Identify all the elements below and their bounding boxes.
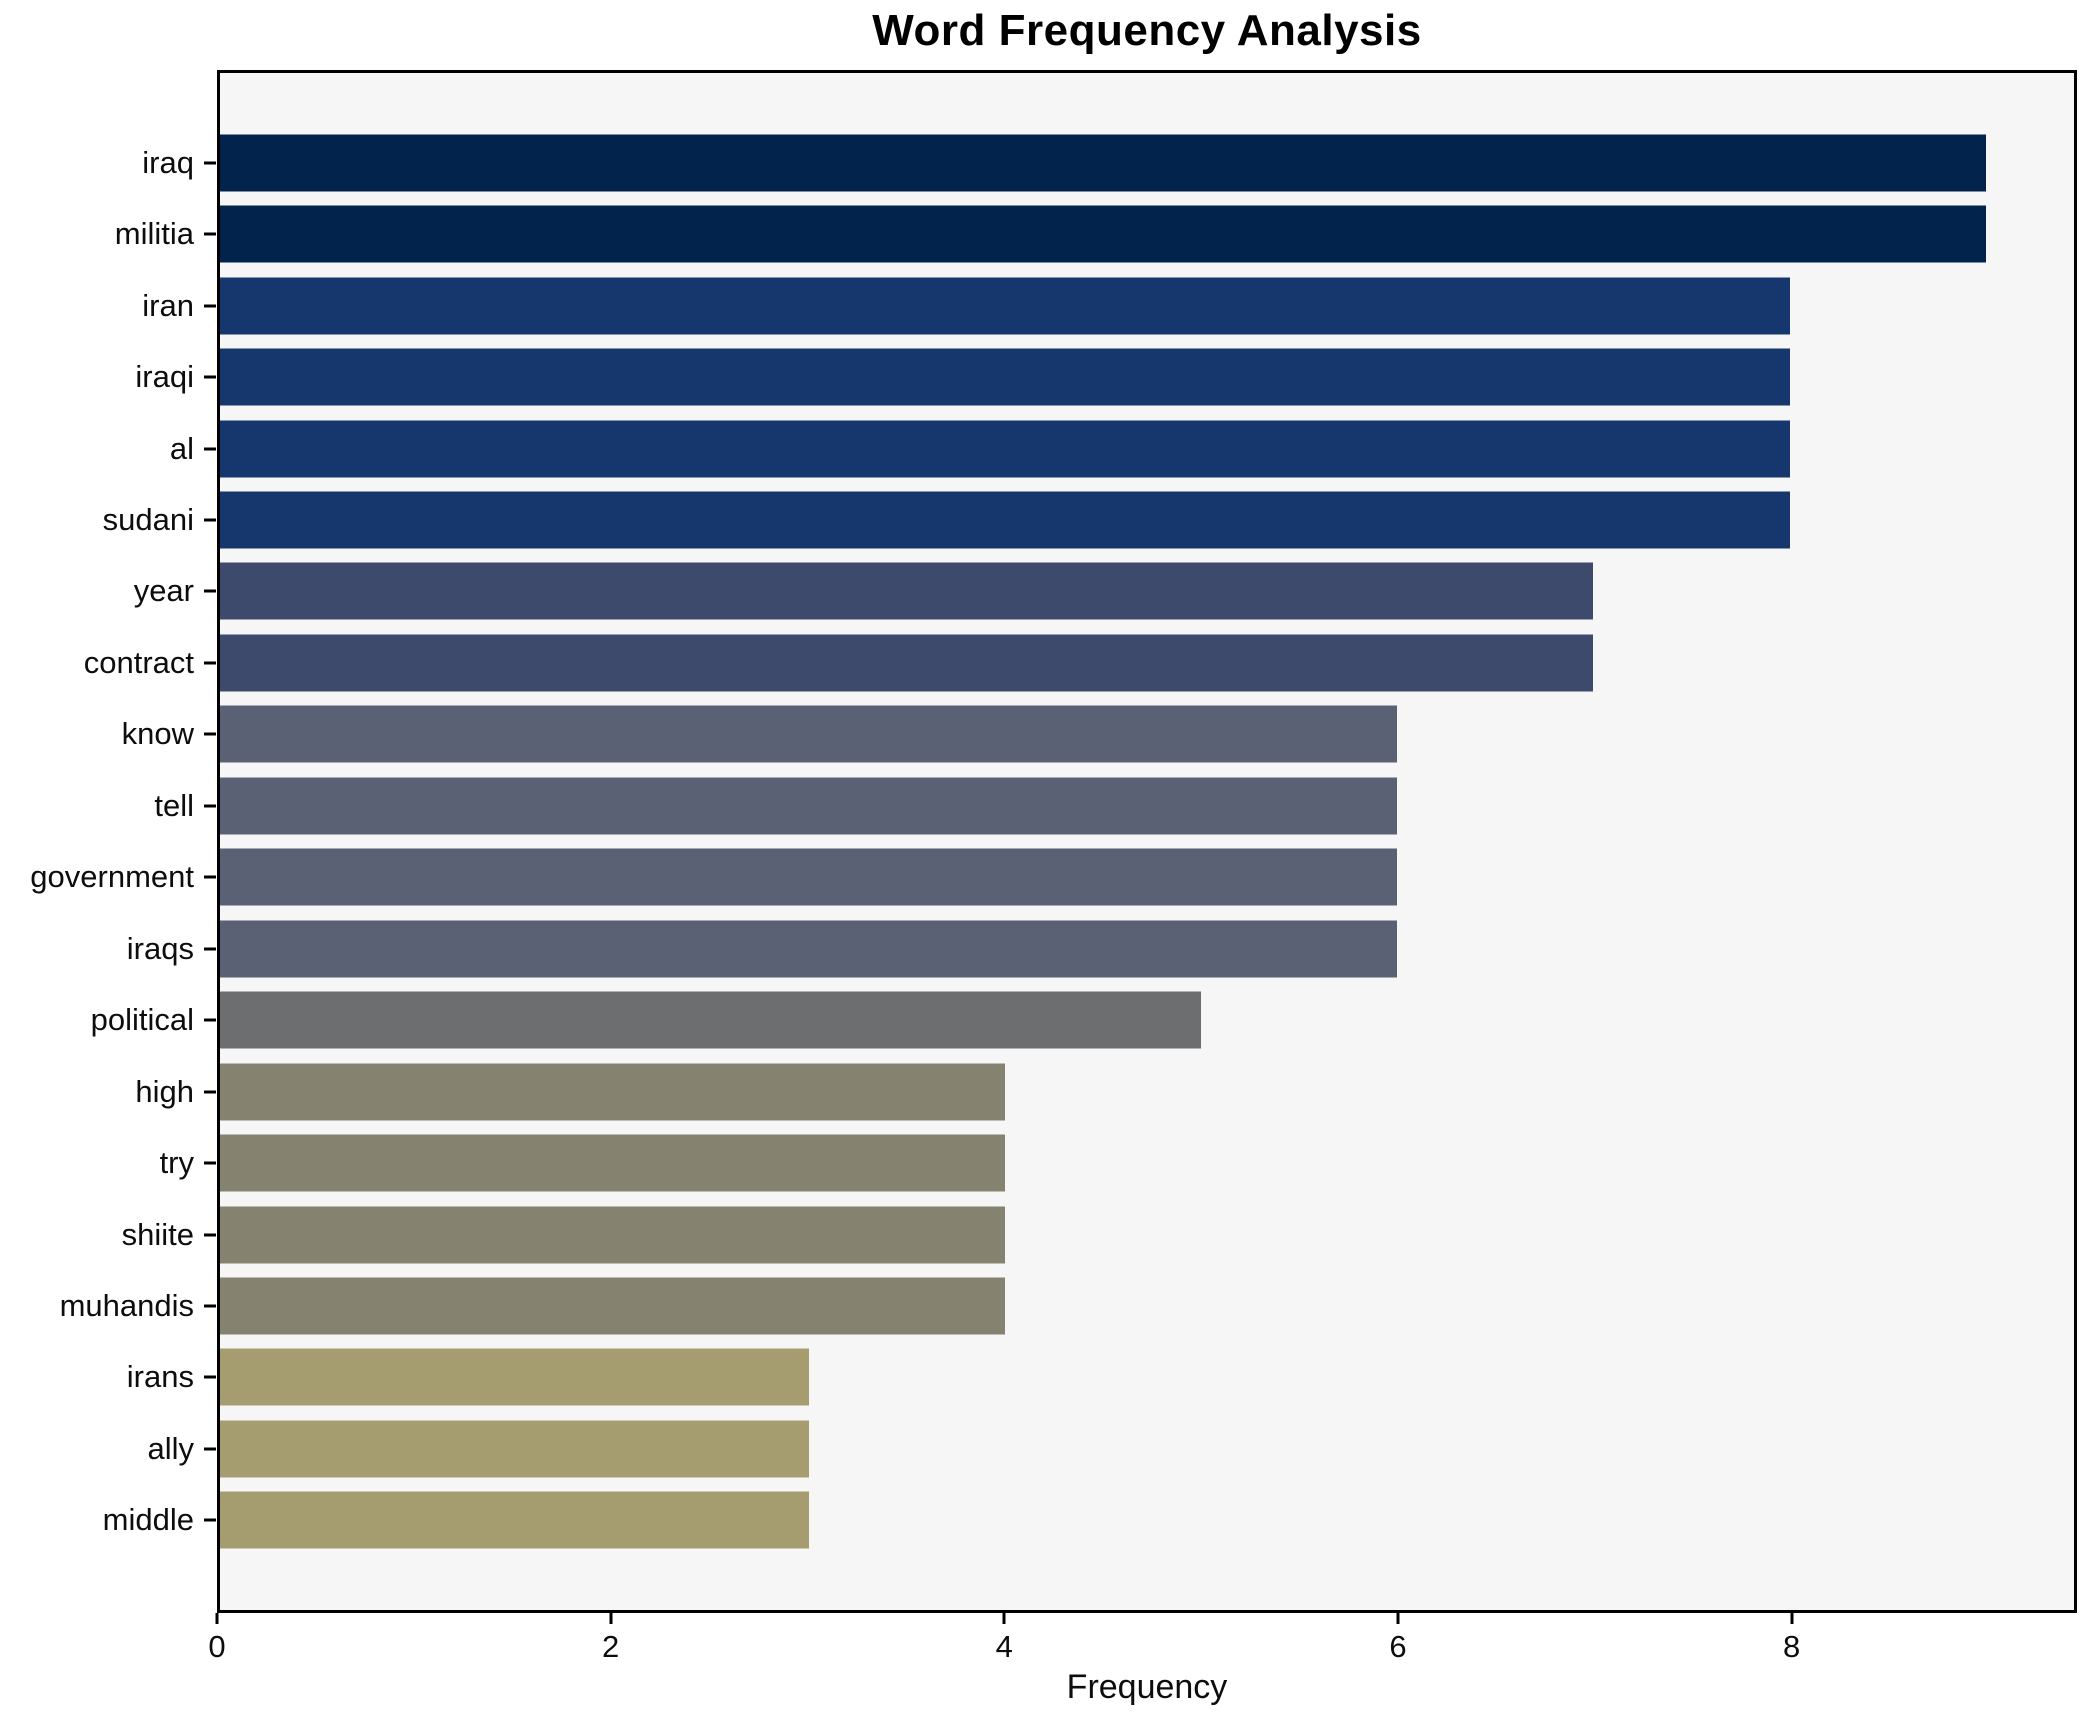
y-tick-label: iraqi: [135, 359, 194, 395]
bar-row: shiite: [122, 1199, 2074, 1270]
chart-title: Word Frequency Analysis: [872, 6, 1422, 55]
y-tick-label: iraq: [142, 144, 194, 180]
bar-row: ally: [147, 1413, 2074, 1484]
y-tick-mark: [204, 1447, 216, 1451]
y-tick-label: iran: [142, 287, 194, 323]
bar-row: government: [30, 842, 2074, 913]
bar: [220, 1134, 1005, 1192]
bar-row: try: [160, 1127, 2074, 1198]
bar: [220, 134, 1986, 192]
bar-row: high: [135, 1056, 2074, 1127]
y-tick-mark: [204, 732, 216, 736]
y-tick-label: contract: [83, 644, 194, 680]
bar: [220, 777, 1398, 835]
bar-row: contract: [84, 627, 2074, 698]
bar: [220, 1348, 809, 1406]
y-tick-mark: [204, 447, 216, 451]
x-tick-mark: [215, 1613, 219, 1624]
y-tick-mark: [204, 375, 216, 379]
y-tick-label: political: [90, 1002, 194, 1038]
y-tick-mark: [204, 804, 216, 808]
bar-row: iraqi: [135, 341, 2074, 412]
y-tick-label: year: [133, 573, 194, 609]
y-tick-label: irans: [126, 1359, 194, 1395]
y-tick-label: al: [169, 430, 194, 466]
bar-row: iraq: [142, 127, 2074, 198]
x-tick-label: 8: [1782, 1629, 1801, 1664]
bar-row: year: [134, 556, 2074, 627]
bar: [220, 920, 1398, 978]
bar-rows-container: iraq militia iran iraqi al sudani year contract…: [30, 73, 2074, 1610]
y-tick-mark: [204, 1161, 216, 1165]
bar-row: irans: [127, 1342, 2074, 1413]
x-tick-mark: [1396, 1613, 1400, 1624]
bar-row: know: [122, 699, 2074, 770]
y-tick-mark: [204, 1090, 216, 1094]
y-tick-mark: [204, 161, 216, 165]
bar: [220, 205, 1986, 263]
bar: [220, 1206, 1005, 1264]
x-axis: 0 2 4 6 8: [208, 1613, 2077, 1683]
bar: [220, 420, 1790, 478]
x-tick-label: 2: [602, 1629, 620, 1664]
bar-row: political: [91, 984, 2074, 1055]
y-tick-mark: [204, 1018, 216, 1022]
y-tick-mark: [204, 518, 216, 522]
bar: [220, 705, 1398, 763]
y-tick-label: know: [121, 716, 194, 752]
y-tick-label: shiite: [121, 1216, 194, 1252]
y-tick-label: iraqs: [126, 930, 194, 966]
x-tick-label: 0: [208, 1629, 226, 1664]
y-tick-label: militia: [114, 216, 194, 252]
bar: [220, 562, 1594, 620]
bar-row: militia: [115, 198, 2074, 269]
bar: [220, 1420, 809, 1478]
y-tick-label: high: [135, 1073, 194, 1109]
x-tick-label: 6: [1389, 1629, 1407, 1664]
y-tick-mark: [204, 1304, 216, 1308]
x-axis-label: Frequency: [1066, 1668, 1228, 1706]
y-tick-label: muhandis: [59, 1287, 194, 1323]
y-tick-mark: [204, 1233, 216, 1237]
bar: [220, 634, 1594, 692]
y-tick-mark: [204, 589, 216, 593]
bar: [220, 1277, 1005, 1335]
bar-row: sudani: [103, 484, 2074, 555]
bar: [220, 991, 1201, 1049]
bar-row: tell: [154, 770, 2074, 841]
bar-row: middle: [103, 1485, 2074, 1556]
y-tick-label: try: [159, 1145, 194, 1181]
bar-row: iraqs: [127, 913, 2074, 984]
bar: [220, 1491, 809, 1549]
y-tick-label: government: [30, 859, 194, 895]
y-tick-label: tell: [154, 787, 194, 823]
y-tick-mark: [204, 947, 216, 951]
x-tick-mark: [1002, 1613, 1006, 1624]
x-tick-mark: [609, 1613, 613, 1624]
bar: [220, 848, 1398, 906]
y-tick-label: ally: [147, 1430, 194, 1466]
y-tick-mark: [204, 875, 216, 879]
y-tick-mark: [204, 1375, 216, 1379]
x-tick-label: 4: [995, 1629, 1013, 1664]
y-tick-mark: [204, 304, 216, 308]
bar-row: iran: [142, 270, 2074, 341]
bar-row: al: [170, 413, 2074, 484]
y-tick-label: sudani: [102, 501, 194, 537]
y-tick-mark: [204, 1518, 216, 1522]
x-tick-mark: [1790, 1613, 1794, 1624]
bar: [220, 348, 1790, 406]
bar: [220, 491, 1790, 549]
y-tick-mark: [204, 661, 216, 665]
y-tick-label: middle: [102, 1502, 194, 1538]
bar-row: muhandis: [60, 1270, 2074, 1341]
bar: [220, 277, 1790, 335]
plot-area: iraq militia iran iraqi al sudani year contract…: [30, 70, 2077, 1613]
y-tick-mark: [204, 232, 216, 236]
bar: [220, 1063, 1005, 1121]
